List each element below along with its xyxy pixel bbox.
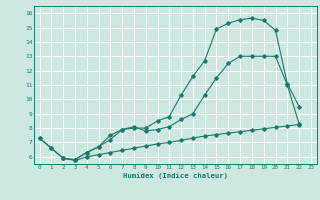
X-axis label: Humidex (Indice chaleur): Humidex (Indice chaleur) xyxy=(123,172,228,179)
